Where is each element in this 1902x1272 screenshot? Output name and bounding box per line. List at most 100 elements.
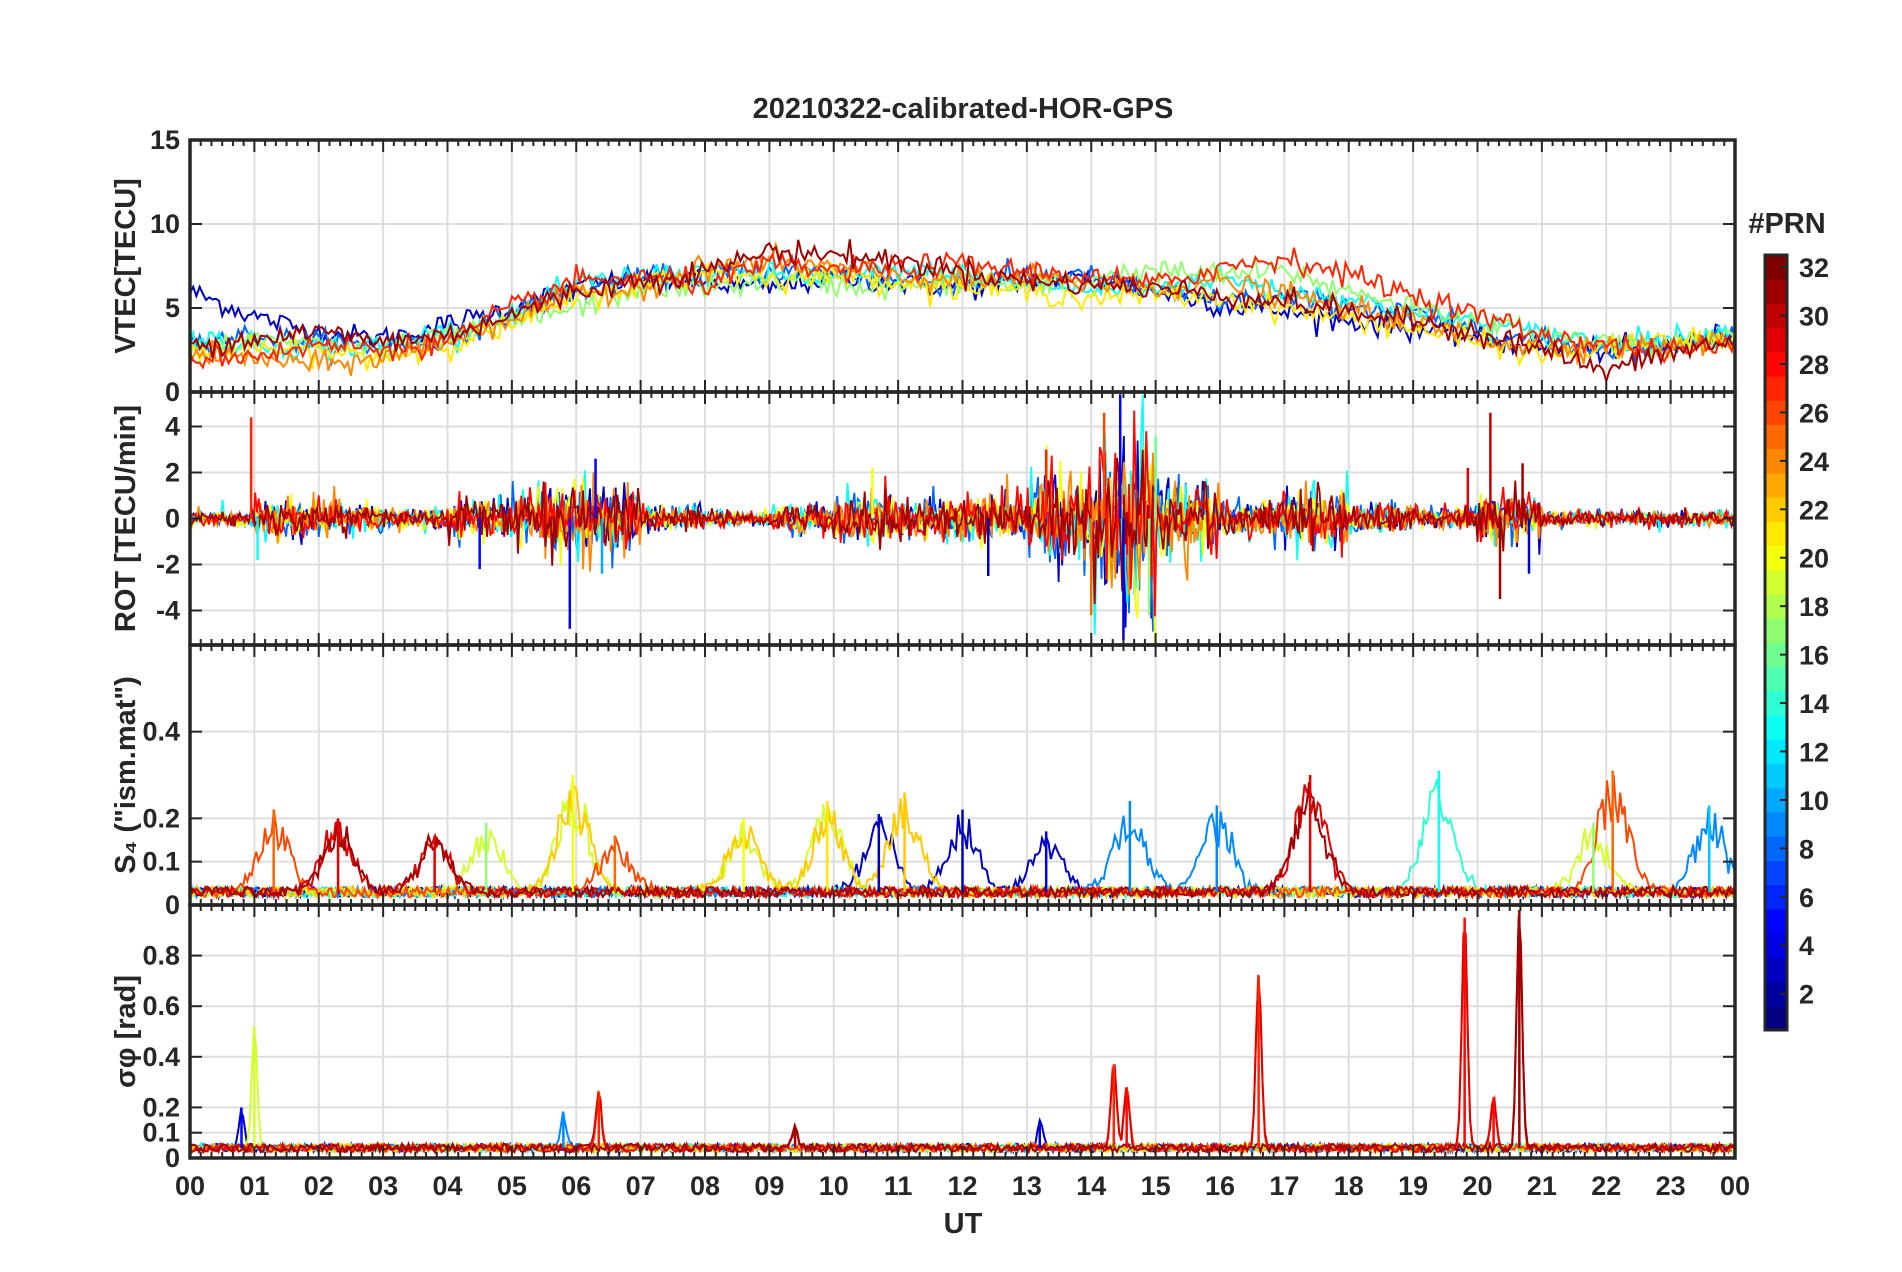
colorbar-swatch — [1765, 812, 1787, 837]
x-tick-label: 12 — [947, 1171, 977, 1201]
colorbar-swatch — [1765, 908, 1787, 934]
series-prn-31 — [190, 239, 1735, 385]
x-tick-label: 03 — [368, 1171, 398, 1201]
y-tick-label: 0.6 — [142, 991, 180, 1021]
colorbar-tick-label: 8 — [1799, 834, 1814, 864]
y-axis-label-vtec: VTEC[TECU] — [110, 178, 142, 354]
series-prn-31 — [190, 449, 1735, 605]
x-tick-label: 04 — [432, 1171, 462, 1201]
colorbar-swatch — [1765, 1005, 1787, 1031]
panel-sigma_phi: 00.10.2 0.4 0.6 0.8σφ [rad] 00 01 02 03 04 05 06 07… — [110, 903, 1750, 1201]
colorbar-tick-label: 22 — [1799, 495, 1829, 525]
y-axis-label-s4: S₄ ("ism.mat") — [110, 676, 142, 874]
colorbar-title: #PRN — [1748, 208, 1825, 240]
x-tick-label: 11 — [884, 1171, 913, 1201]
x-tick-label: 09 — [754, 1171, 784, 1201]
colorbar-frame — [1763, 253, 1789, 1032]
x-tick-label: 22 — [1591, 1171, 1621, 1201]
y-tick-label: 10 — [150, 209, 180, 239]
colorbar-tick-label: 20 — [1799, 544, 1829, 574]
x-tick-label: 16 — [1205, 1171, 1235, 1201]
colorbar-swatch — [1765, 327, 1787, 353]
y-tick-label: 0.4 — [142, 1042, 180, 1072]
colorbar-swatch — [1765, 569, 1787, 595]
y-tick-label: 0 — [165, 377, 180, 407]
y-tick-label: -4 — [156, 596, 180, 626]
colorbar-swatch — [1765, 642, 1787, 668]
y-tick-label: 0.1 — [142, 847, 180, 877]
colorbar-swatch — [1765, 376, 1787, 401]
y-tick-label: 0 — [165, 890, 180, 920]
colorbar-tick-label: 24 — [1799, 447, 1829, 477]
panel-vtec: 0 5 10 15 VTEC[TECU] — [110, 125, 1737, 407]
y-tick-label: 0.2 — [142, 1092, 180, 1122]
y-tick-label: 0.2 — [142, 803, 180, 833]
colorbar-tick-label: 2 — [1799, 980, 1814, 1010]
figure-title: 20210322-calibrated-HOR-GPS — [753, 93, 1174, 125]
y-tick-label: 15 — [150, 125, 180, 155]
x-tick-label: 17 — [1269, 1171, 1299, 1201]
panel-s4: 0 0.1 0.2 0.4S₄ ("ism.mat") — [110, 643, 1737, 920]
x-tick-label: 01 — [239, 1171, 269, 1201]
colorbar-swatch — [1765, 497, 1787, 522]
x-tick-label: 21 — [1527, 1171, 1557, 1201]
colorbar-tick-label: 30 — [1799, 302, 1829, 332]
x-tick-label: 07 — [626, 1171, 656, 1201]
colorbar-swatch — [1765, 739, 1787, 765]
colorbar-swatch — [1765, 255, 1787, 280]
colorbar-swatch — [1765, 303, 1787, 329]
colorbar-swatch — [1765, 860, 1787, 886]
x-tick-label: 00 — [175, 1171, 205, 1201]
y-axis-label-rot: ROT [TECU/min] — [110, 405, 142, 632]
x-tick-label: 20 — [1462, 1171, 1492, 1201]
series-prn-27 — [190, 247, 1735, 370]
x-tick-label: 14 — [1076, 1171, 1106, 1201]
colorbar-tick-label: 6 — [1799, 883, 1814, 913]
x-tick-label: 05 — [497, 1171, 527, 1201]
colorbar-swatch — [1765, 933, 1787, 958]
colorbar-swatch — [1765, 787, 1787, 813]
y-tick-label: 0.4 — [142, 717, 180, 747]
colorbar-swatch — [1765, 351, 1787, 377]
colorbar-swatch — [1765, 279, 1787, 304]
colorbar-swatch — [1765, 666, 1787, 692]
x-tick-label: 06 — [561, 1171, 591, 1201]
y-axis-label-sigma_phi: σφ [rad] — [110, 975, 142, 1088]
x-tick-label: 02 — [304, 1171, 334, 1201]
colorbar-tick-label: 14 — [1799, 689, 1829, 719]
y-tick-label: 0.1 — [142, 1118, 180, 1148]
x-tick-label: 10 — [819, 1171, 849, 1201]
colorbar-swatch — [1765, 690, 1787, 716]
panel-rot: -4 -2 0 2 4 ROT [TECU/min] — [110, 390, 1737, 647]
colorbar-swatch — [1765, 715, 1787, 740]
colorbar-swatch — [1765, 618, 1787, 643]
y-tick-label: 5 — [165, 293, 180, 323]
colorbar-swatch — [1765, 884, 1787, 910]
x-tick-label: 08 — [690, 1171, 720, 1201]
colorbar-swatch — [1765, 763, 1787, 789]
x-tick-label: 18 — [1334, 1171, 1364, 1201]
y-tick-label: 2 — [165, 458, 180, 488]
grid-sigma_phi — [190, 905, 1735, 1158]
y-tick-label: 0.8 — [142, 941, 180, 971]
x-tick-label: 19 — [1398, 1171, 1428, 1201]
colorbar-swatch — [1765, 981, 1787, 1007]
x-tick-label: 00 — [1720, 1171, 1750, 1201]
colorbar-tick-label: 28 — [1799, 350, 1829, 380]
colorbar-swatch — [1765, 545, 1787, 571]
colorbar-tick-label: 32 — [1799, 253, 1829, 283]
x-tick-label: 13 — [1012, 1171, 1042, 1201]
x-axis-label: UT — [944, 1208, 983, 1240]
colorbar-tick-label: 16 — [1799, 641, 1829, 671]
colorbar-swatch — [1765, 400, 1787, 426]
y-tick-label: 0 — [165, 504, 180, 534]
y-tick-label: 0 — [165, 1143, 180, 1173]
x-tick-label: 23 — [1656, 1171, 1686, 1201]
colorbar-tick-label: 4 — [1799, 931, 1814, 961]
x-tick-label: 15 — [1141, 1171, 1171, 1201]
colorbar-swatch — [1765, 836, 1787, 861]
y-tick-label: -2 — [156, 550, 180, 580]
plot-area-rot — [190, 394, 1735, 645]
